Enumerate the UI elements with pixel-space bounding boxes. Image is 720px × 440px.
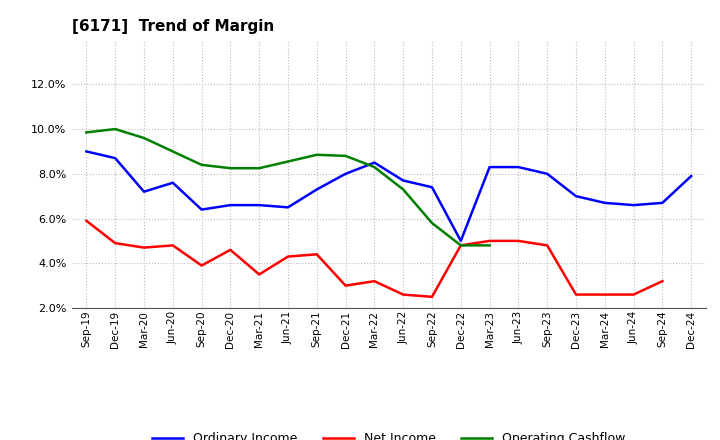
Net Income	[284, 254, 292, 259]
Operating Cashflow	[82, 130, 91, 135]
Ordinary Income	[629, 202, 638, 208]
Operating Cashflow	[428, 220, 436, 226]
Ordinary Income	[543, 171, 552, 176]
Operating Cashflow	[485, 243, 494, 248]
Net Income	[658, 279, 667, 284]
Net Income	[312, 252, 321, 257]
Net Income	[456, 243, 465, 248]
Net Income	[341, 283, 350, 288]
Line: Ordinary Income: Ordinary Income	[86, 151, 691, 241]
Operating Cashflow	[197, 162, 206, 168]
Net Income	[197, 263, 206, 268]
Ordinary Income	[312, 187, 321, 192]
Net Income	[600, 292, 609, 297]
Operating Cashflow	[255, 165, 264, 171]
Operating Cashflow	[284, 159, 292, 164]
Net Income	[168, 243, 177, 248]
Net Income	[629, 292, 638, 297]
Operating Cashflow	[168, 149, 177, 154]
Net Income	[399, 292, 408, 297]
Operating Cashflow	[111, 126, 120, 132]
Ordinary Income	[572, 194, 580, 199]
Ordinary Income	[226, 202, 235, 208]
Net Income	[140, 245, 148, 250]
Net Income	[543, 243, 552, 248]
Ordinary Income	[370, 160, 379, 165]
Operating Cashflow	[399, 187, 408, 192]
Ordinary Income	[514, 165, 523, 170]
Net Income	[226, 247, 235, 253]
Ordinary Income	[341, 171, 350, 176]
Ordinary Income	[255, 202, 264, 208]
Net Income	[82, 218, 91, 224]
Ordinary Income	[428, 184, 436, 190]
Legend: Ordinary Income, Net Income, Operating Cashflow: Ordinary Income, Net Income, Operating C…	[147, 427, 631, 440]
Ordinary Income	[168, 180, 177, 185]
Net Income	[485, 238, 494, 244]
Ordinary Income	[284, 205, 292, 210]
Text: [6171]  Trend of Margin: [6171] Trend of Margin	[72, 19, 274, 34]
Operating Cashflow	[312, 152, 321, 158]
Ordinary Income	[687, 173, 696, 179]
Operating Cashflow	[370, 165, 379, 170]
Ordinary Income	[140, 189, 148, 194]
Operating Cashflow	[456, 243, 465, 248]
Ordinary Income	[456, 238, 465, 244]
Line: Net Income: Net Income	[86, 221, 662, 297]
Operating Cashflow	[572, 55, 580, 60]
Net Income	[514, 238, 523, 244]
Ordinary Income	[197, 207, 206, 212]
Ordinary Income	[111, 155, 120, 161]
Net Income	[370, 279, 379, 284]
Ordinary Income	[485, 165, 494, 170]
Operating Cashflow	[341, 153, 350, 158]
Line: Operating Cashflow: Operating Cashflow	[86, 58, 576, 246]
Ordinary Income	[82, 149, 91, 154]
Ordinary Income	[600, 200, 609, 205]
Net Income	[428, 294, 436, 300]
Ordinary Income	[399, 178, 408, 183]
Operating Cashflow	[140, 136, 148, 141]
Net Income	[111, 241, 120, 246]
Net Income	[572, 292, 580, 297]
Operating Cashflow	[226, 165, 235, 171]
Net Income	[255, 272, 264, 277]
Ordinary Income	[658, 200, 667, 205]
